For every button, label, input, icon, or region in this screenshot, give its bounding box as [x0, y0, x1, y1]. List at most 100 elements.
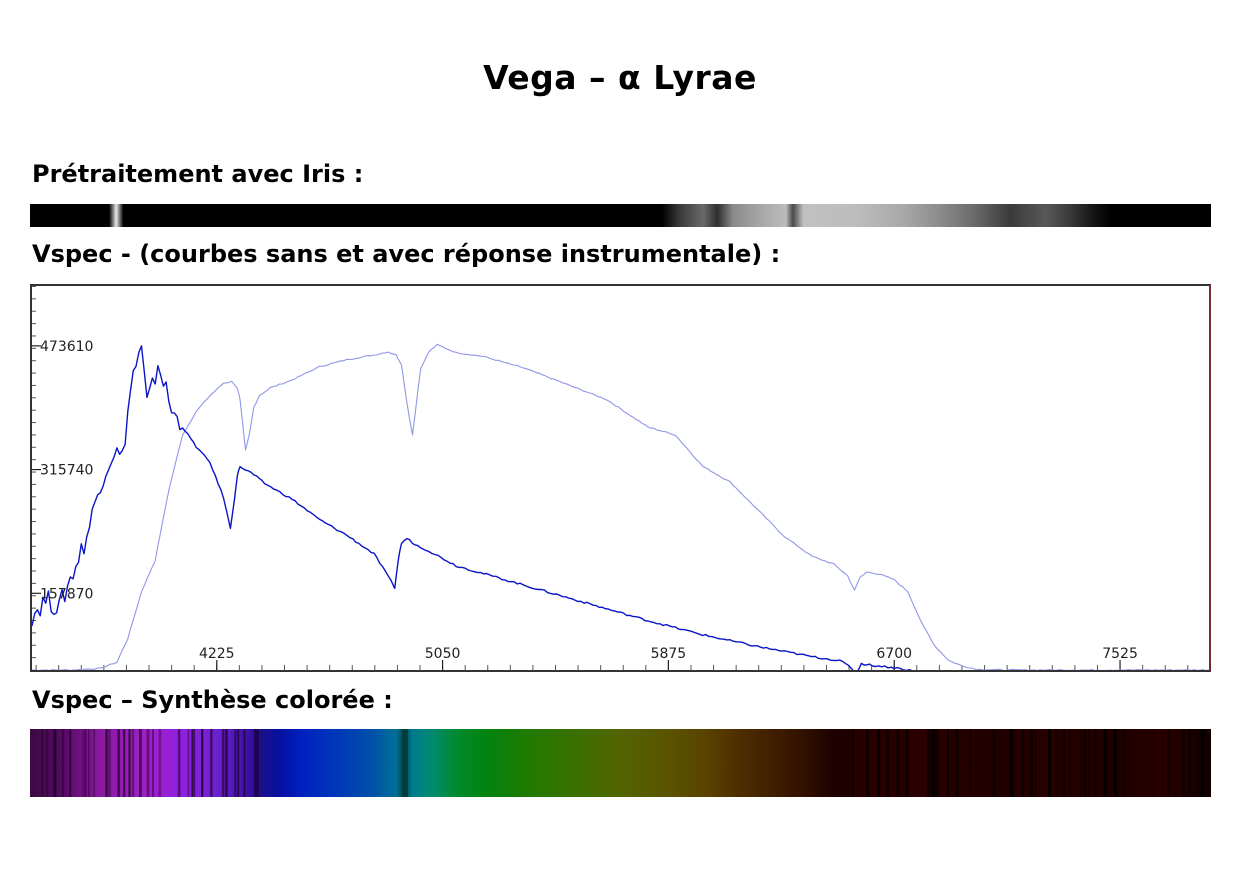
synthesis-line — [906, 729, 909, 797]
tick-labels: 4225 5050 5875 6700 7525 157870 315740 473610 — [40, 339, 1138, 662]
synthesis-line — [1182, 729, 1185, 797]
synthesis-line — [1104, 729, 1108, 797]
synthesis-line — [201, 729, 204, 797]
synthesis-line — [896, 729, 898, 797]
synthesis-line — [866, 729, 870, 797]
synthesis-line — [191, 729, 194, 797]
synthesis-line — [254, 729, 259, 797]
synthesis-section-label: Vspec – Synthèse colorée : — [32, 686, 393, 714]
synthesis-line — [84, 729, 87, 797]
vspec-section-label: Vspec - (courbes sans et avec réponse in… — [32, 240, 781, 268]
synthesis-line — [936, 729, 939, 797]
synthesis-line — [1113, 729, 1116, 797]
synthesis-line — [897, 729, 900, 797]
synthesis-line — [1199, 729, 1202, 797]
synthesis-line — [969, 729, 972, 797]
synthesis-line — [61, 729, 63, 797]
synthesis-line — [123, 729, 126, 797]
spectrum-series-line — [32, 343, 1209, 670]
synthesis-line — [1064, 729, 1066, 797]
synthesis-line — [1152, 729, 1154, 797]
synthesis-line — [53, 729, 57, 797]
synthesis-line — [1202, 729, 1205, 797]
iris-spectrum-strip — [30, 204, 1211, 227]
synthesis-line — [1084, 729, 1086, 797]
synthesis-line — [177, 729, 181, 797]
synthesis-line — [1103, 729, 1107, 797]
synthesis-line — [1161, 729, 1163, 797]
synthesis-line — [927, 729, 931, 797]
x-tick-label: 5875 — [651, 646, 687, 662]
synthesis-line — [152, 729, 154, 797]
synthesis-line — [1084, 729, 1087, 797]
synthesis-line — [1167, 729, 1170, 797]
synthesis-line — [1048, 729, 1051, 797]
synthesis-line — [1010, 729, 1013, 797]
synthesis-line — [931, 729, 934, 797]
synthesis-line — [1035, 729, 1037, 797]
synthesis-line — [53, 729, 57, 797]
y-tick-label: 315740 — [40, 463, 93, 479]
synthesis-line — [1122, 729, 1125, 797]
synthesis-line — [1055, 729, 1057, 797]
synthesis-line — [234, 729, 237, 797]
synthesis-line — [210, 729, 213, 797]
synthesis-line — [1114, 729, 1118, 797]
synthesis-line — [851, 729, 854, 797]
synthesis-line — [1009, 729, 1012, 797]
spectrum-series-line — [32, 345, 913, 670]
synthesis-line — [1069, 729, 1071, 797]
synthesis-line — [139, 729, 142, 797]
synthesis-line — [956, 729, 958, 797]
synthesis-line — [117, 729, 121, 797]
colored-synthesis-strip — [30, 729, 1211, 797]
synthesis-line — [88, 729, 90, 797]
x-tick-label: 6700 — [876, 646, 912, 662]
synthesis-line — [193, 729, 196, 797]
synthesis-line — [993, 729, 995, 797]
spectrum-chart-svg: 4225 5050 5875 6700 7525 157870 315740 473610 — [32, 286, 1209, 670]
synthesis-line — [1011, 729, 1014, 797]
synthesis-line — [886, 729, 890, 797]
synthesis-line — [158, 729, 162, 797]
synthesis-line — [187, 729, 190, 797]
synthesis-line — [1062, 729, 1064, 797]
series-layer — [32, 343, 1209, 670]
synthesis-line — [128, 729, 131, 797]
synthesis-line — [992, 729, 996, 797]
iris-section-label: Prétraitement avec Iris : — [32, 160, 364, 188]
synthesis-line — [243, 729, 246, 797]
synthesis-line — [1080, 729, 1082, 797]
synthesis-line — [1022, 729, 1024, 797]
synthesis-line — [108, 729, 111, 797]
synthesis-line — [46, 729, 48, 797]
x-tick-label: 5050 — [425, 646, 461, 662]
x-tick-label: 4225 — [199, 646, 235, 662]
synthesis-line — [82, 729, 84, 797]
synthesis-line — [933, 729, 936, 797]
synthesis-line — [224, 729, 228, 797]
synthesis-line — [1030, 729, 1033, 797]
synthesis-absorption-lines — [41, 729, 1205, 797]
synthesis-line — [93, 729, 95, 797]
synthesis-line — [237, 729, 240, 797]
synthesis-line — [402, 729, 408, 797]
synthesis-line — [1188, 729, 1191, 797]
synthesis-line — [1088, 729, 1090, 797]
synthesis-line — [221, 729, 225, 797]
synthesis-line — [1048, 729, 1051, 797]
synthesis-line — [69, 729, 72, 797]
synthesis-line — [1094, 729, 1097, 797]
synthesis-line — [62, 729, 65, 797]
synthesis-line — [41, 729, 44, 797]
x-tick-label: 7525 — [1102, 646, 1138, 662]
synthesis-line — [1201, 729, 1203, 797]
synthesis-line — [243, 729, 246, 797]
synthesis-line — [106, 729, 108, 797]
synthesis-line — [146, 729, 150, 797]
synthesis-line — [878, 729, 880, 797]
synthesis-line — [131, 729, 135, 797]
page-title: Vega – α Lyrae — [483, 58, 757, 97]
synthesis-line — [946, 729, 950, 797]
y-tick-label: 157870 — [40, 586, 93, 602]
